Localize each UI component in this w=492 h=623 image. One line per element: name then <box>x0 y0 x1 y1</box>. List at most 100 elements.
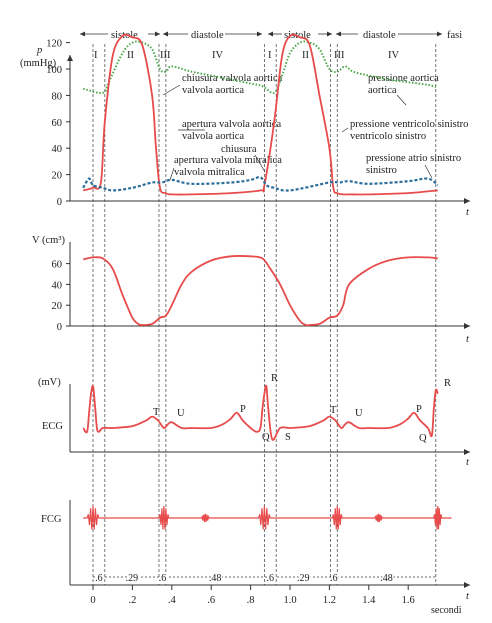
phase-numeral-4: IV <box>212 50 223 61</box>
ecg-name-label: ECG <box>42 421 63 432</box>
volume-x-arrow <box>464 323 470 329</box>
ecg-wave-label-8: P <box>416 404 422 415</box>
leader-chiusura-aortica <box>162 84 181 96</box>
pressure-ytick-label-40: 40 <box>52 144 63 155</box>
phase-numeral-5: I <box>268 50 272 61</box>
volume-series-0 <box>83 255 438 327</box>
ecg-x-arrow <box>464 449 470 455</box>
pressure-ytick-label-120: 120 <box>46 39 62 50</box>
leader-pressione-ventricolo <box>341 127 349 133</box>
phase-arrowhead-2 <box>163 31 168 37</box>
phase-label-diastole-1: diastole <box>191 30 224 41</box>
fcg-x-unit: secondi <box>431 605 462 616</box>
fcg-xtick-label-6: 1.2 <box>323 595 336 606</box>
volume-ylabel: V (cm³) <box>32 235 65 246</box>
annotation-line2-apertura: valvola aortica <box>182 131 244 142</box>
volume-ytick-label-20: 20 <box>52 301 63 312</box>
pressure-x-arrow <box>464 198 470 204</box>
phase-numeral-8: IV <box>388 50 399 61</box>
phase-arrowhead-3 <box>257 31 262 37</box>
annotation-line2-chiusura: valvola aortica <box>182 85 244 96</box>
interval-label-7: .48 <box>380 573 393 584</box>
interval-label-6: .6 <box>330 573 338 584</box>
phase-numeral-7: III <box>334 50 345 61</box>
fcg-xtick-label-1: .2 <box>128 595 136 606</box>
pressure-ylabel: p <box>36 45 42 56</box>
volume-ytick-label-60: 60 <box>52 260 63 271</box>
interval-label-5: .29 <box>297 573 310 584</box>
interval-label-4: .6 <box>267 573 275 584</box>
fcg-xtick-label-2: .4 <box>168 595 177 606</box>
pressure-ytick-label-60: 60 <box>52 118 63 129</box>
annotation-apertura-valvola-aortica: apertura valvola aortica <box>182 119 281 130</box>
annotation-line2-atrio: sinistro <box>366 165 397 176</box>
phase-label-fasi: fasi <box>447 30 462 41</box>
phase-label-diastole-2: diastole <box>363 30 396 41</box>
pressure-ytick-label-0: 0 <box>57 197 62 208</box>
fcg-xtick-label-7: 1.4 <box>362 595 376 606</box>
pressure-series-0 <box>82 40 439 95</box>
volume-ytick-label-0: 0 <box>57 322 62 333</box>
annotation-line2-mitralica: valvola mitralica <box>174 167 245 178</box>
leader-chiusura-mitralica <box>254 154 266 173</box>
chart-dynamic-layer: 0 20 40 60 80 100 120 valvola aortica valvola ao… <box>46 33 470 606</box>
phase-numeral-6: II <box>302 50 309 61</box>
interval-label-2: .6 <box>159 573 167 584</box>
pressure-ytick-label-80: 80 <box>52 91 63 102</box>
leader-pressione-aortica <box>396 94 407 106</box>
pressure-ytick-label-100: 100 <box>46 65 62 76</box>
phase-numeral-1: I <box>94 50 98 61</box>
phase-arrowhead-4 <box>268 31 273 37</box>
ecg-wave-label-1: T <box>153 407 160 418</box>
interval-label-1: .29 <box>126 573 139 584</box>
ecg-ylabel: (mV) <box>38 377 61 388</box>
annotation-line2-aortica: aortica <box>368 85 397 96</box>
interval-label-3: .48 <box>209 573 222 584</box>
annotation-apertura-valvola-mitralica: apertura valvola mitralica <box>174 155 282 166</box>
ecg-xlabel: t <box>466 457 470 468</box>
annotation-line2-ventricolo: ventricolo sinistro <box>350 131 426 142</box>
phase-arrows <box>80 31 442 37</box>
volume-xlabel: t <box>466 334 470 345</box>
fcg-xlabel: t <box>466 591 470 602</box>
pressure-series-2 <box>82 175 439 192</box>
pressure-y-arrow <box>67 55 73 61</box>
fcg-xtick-label-4: .8 <box>247 595 255 606</box>
phase-arrowhead-0 <box>80 31 85 37</box>
pressure-series-1 <box>82 33 438 196</box>
annotation-chiusura-valvola-aortica: chiusura valvola aortica <box>182 73 283 84</box>
fcg-xtick-label-5: 1.0 <box>283 595 296 606</box>
pressure-yunit: (mmHg) <box>20 58 57 69</box>
annotation-pressione-atrio: pressione atrio sinistro <box>366 153 461 164</box>
annotation-pressione-aortica: pressione aortica <box>368 73 439 84</box>
ecg-wave-label-5: S <box>285 432 291 443</box>
ecg-wave-label-9: Q <box>419 433 427 444</box>
fcg-x-arrow <box>464 582 470 588</box>
fcg-series-0 <box>83 505 452 530</box>
annotation-chiusura: chiusura <box>221 144 257 155</box>
fcg-name-label: FCG <box>41 514 62 525</box>
ecg-wave-label-7: U <box>355 408 363 419</box>
leader-pressione-atrio <box>424 164 433 179</box>
ecg-wave-label-4: Q <box>262 432 270 443</box>
phase-arrowhead-7 <box>437 31 442 37</box>
leader-apertura-mitralica <box>169 167 175 181</box>
ecg-wave-label-6: T <box>330 405 337 416</box>
pressure-xlabel: t <box>466 207 470 218</box>
fcg-xtick-label-0: 0 <box>90 595 95 606</box>
phase-arrowhead-5 <box>327 31 332 37</box>
ecg-wave-label-0: R <box>271 373 278 384</box>
fcg-xtick-label-3: .6 <box>207 595 215 606</box>
pressure-ytick-label-20: 20 <box>52 171 63 182</box>
ecg-wave-label-3: P <box>240 404 246 415</box>
fcg-xtick-label-8: 1.6 <box>402 595 415 606</box>
interval-label-0: .6 <box>95 573 103 584</box>
annotation-pressione-ventricolo: pressione ventricolo sinistro <box>350 119 468 130</box>
phase-arrowhead-1 <box>155 31 160 37</box>
ecg-series-0 <box>82 384 439 441</box>
volume-ytick-label-40: 40 <box>52 280 63 291</box>
phase-numeral-2: II <box>127 50 134 61</box>
phase-arrowhead-6 <box>336 31 341 37</box>
ecg-wave-label-10: R <box>444 378 451 389</box>
